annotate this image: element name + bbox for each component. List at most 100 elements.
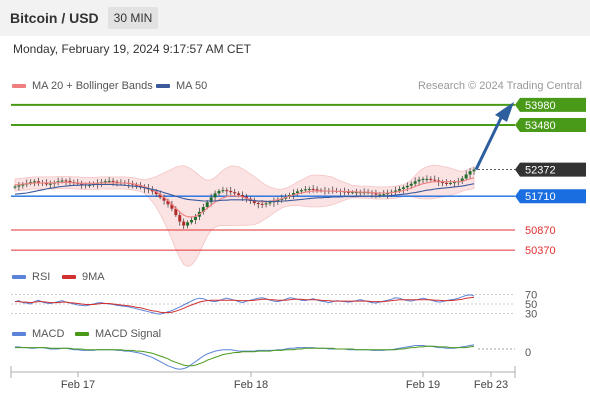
candle-body	[350, 192, 354, 194]
candle-body	[405, 185, 409, 188]
candle-body	[158, 194, 162, 198]
candle-body	[193, 216, 197, 220]
candle-body	[378, 194, 382, 196]
candle-body	[445, 182, 449, 184]
candle-body	[413, 181, 417, 184]
chart-header: Bitcoin / USD 30 MIN	[0, 0, 590, 36]
candle-body	[48, 183, 52, 185]
candle-body	[472, 169, 476, 172]
candle-body	[221, 190, 225, 192]
legend-macd-signal: MACD Signal	[75, 328, 161, 340]
level-label-51710: 51710	[525, 191, 556, 203]
candle-body	[205, 202, 209, 208]
candle-body	[374, 193, 378, 195]
level-tag-51710	[515, 189, 586, 204]
legend-rsi-ma: 9MA	[62, 271, 105, 283]
candle-body	[448, 182, 452, 184]
candle-body	[107, 180, 111, 182]
candle-body	[452, 182, 456, 184]
candle-body	[295, 191, 299, 193]
macd-line	[15, 344, 475, 370]
rsi-tick-label: 30	[525, 309, 537, 321]
candle-body	[237, 193, 241, 195]
ma20-line	[14, 177, 475, 218]
candle-body	[64, 180, 68, 182]
candle-body	[111, 180, 115, 182]
candle-body	[80, 183, 84, 185]
legend-macd-label: MACD	[32, 328, 65, 340]
bollinger-band	[14, 164, 475, 267]
instrument-title: Bitcoin / USD	[10, 10, 99, 26]
level-label-50370: 50370	[525, 245, 556, 257]
candle-body	[213, 193, 217, 198]
candle-body	[307, 188, 311, 190]
legend-ma50: MA 50	[156, 80, 207, 92]
candle-body	[303, 189, 307, 191]
level-tag-53980	[515, 97, 586, 112]
x-tick-label: Feb 18	[234, 379, 268, 391]
candle-body	[276, 199, 280, 202]
legend-ma20: MA 20 + Bollinger Bands	[12, 80, 153, 92]
candle-body	[433, 179, 437, 181]
candle-body	[233, 192, 237, 194]
candle-body	[441, 182, 445, 184]
candle-body	[37, 181, 41, 183]
research-credit: Research © 2024 Trading Central	[417, 80, 582, 92]
candle-body	[190, 219, 194, 223]
ma20-swatch-icon	[12, 84, 26, 89]
legend-ma20-label: MA 20 + Bollinger Bands	[32, 80, 153, 92]
candle-body	[421, 178, 425, 180]
candle-body	[256, 203, 260, 205]
candle-body	[464, 174, 468, 179]
level-label-53480: 53480	[525, 120, 556, 132]
rsi-ma-line	[15, 296, 475, 314]
candle-body	[299, 190, 303, 192]
candle-body	[425, 178, 429, 180]
ma50-swatch-icon	[156, 84, 170, 89]
rsi-ma-swatch-icon	[62, 275, 76, 280]
candle-body	[311, 188, 315, 190]
candle-body	[68, 180, 72, 183]
candle-body	[382, 194, 386, 196]
candle-body	[166, 200, 170, 205]
candle-body	[209, 197, 213, 203]
macd-signal-line	[15, 345, 475, 367]
candle-body	[162, 197, 166, 201]
legend-macd: MACD	[12, 328, 64, 340]
candle-body	[17, 185, 21, 187]
candle-body	[139, 185, 143, 187]
candle-body	[386, 192, 390, 195]
candle-body	[292, 192, 296, 195]
candle-body	[201, 207, 205, 212]
candle-body	[417, 179, 421, 182]
macd-swatch-icon	[12, 332, 26, 337]
x-tick-label: Feb 19	[406, 379, 440, 391]
chart-datetime: Monday, February 19, 2024 9:17:57 AM CET	[13, 42, 251, 56]
x-tick-label: Feb 23	[474, 379, 508, 391]
candle-body	[397, 188, 401, 191]
candle-body	[56, 181, 60, 183]
candle-body	[460, 178, 464, 182]
macd-tick-label: 0	[525, 347, 531, 359]
projection-arrow-shaft	[474, 117, 503, 171]
candle-body	[103, 181, 107, 183]
timeframe-button[interactable]: 30 MIN	[108, 7, 158, 29]
legend-rsi: RSI	[12, 271, 50, 283]
candle-body	[260, 203, 264, 205]
candle-body	[174, 208, 178, 216]
x-tick-label: Feb 17	[61, 379, 95, 391]
candle-body	[115, 181, 119, 183]
candle-body	[44, 183, 48, 185]
legend-rsi-label: RSI	[32, 271, 51, 283]
level-label-50870: 50870	[525, 225, 556, 237]
legend-macd-signal-label: MACD Signal	[95, 328, 162, 340]
candle-body	[394, 190, 398, 192]
candle-body	[60, 180, 64, 182]
candle-body	[315, 189, 319, 191]
candle-body	[29, 182, 33, 184]
macd-signal-swatch-icon	[75, 332, 89, 337]
candle-body	[182, 221, 186, 226]
rsi-tick-label: 70	[525, 289, 537, 301]
